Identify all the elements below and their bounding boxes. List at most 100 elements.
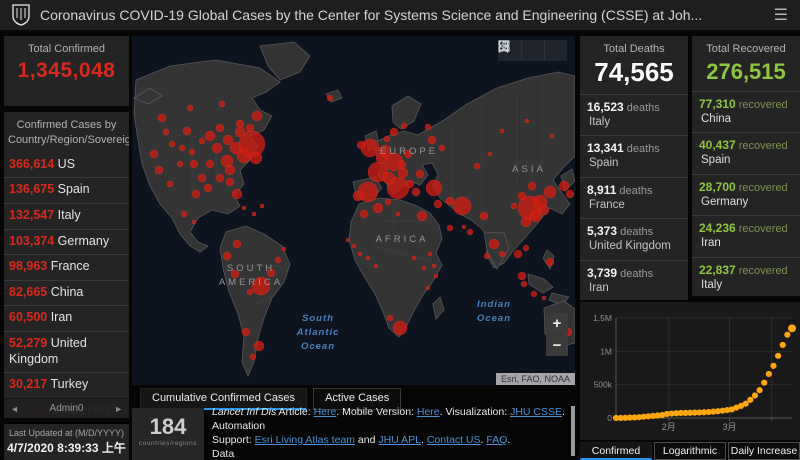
chart-data-point[interactable] bbox=[775, 352, 782, 359]
case-bubble[interactable] bbox=[215, 123, 225, 133]
case-bubble[interactable] bbox=[215, 173, 225, 183]
case-bubble[interactable] bbox=[427, 251, 433, 257]
case-bubble[interactable] bbox=[392, 320, 408, 336]
case-bubble[interactable] bbox=[222, 134, 234, 146]
case-bubble[interactable] bbox=[351, 243, 357, 249]
tab-logarithmic[interactable]: Logarithmic bbox=[654, 442, 726, 460]
chart-data-point[interactable] bbox=[682, 409, 689, 416]
case-bubble[interactable] bbox=[222, 251, 232, 261]
recovered-row[interactable]: 77,310 recovered China bbox=[692, 91, 800, 132]
case-bubble[interactable] bbox=[446, 224, 454, 232]
chart-data-point[interactable] bbox=[761, 379, 768, 386]
chart-data-point[interactable] bbox=[705, 408, 712, 416]
case-bubble[interactable] bbox=[231, 188, 243, 200]
chart-data-point[interactable] bbox=[756, 387, 763, 394]
case-bubble[interactable] bbox=[372, 202, 384, 214]
chart-data-point[interactable] bbox=[691, 409, 698, 416]
zoom-out-button[interactable]: − bbox=[546, 335, 568, 356]
deaths-row[interactable]: 8,911 deaths France bbox=[580, 176, 688, 218]
case-bubble[interactable] bbox=[405, 179, 415, 189]
case-bubble[interactable] bbox=[230, 269, 240, 279]
chart-data-point[interactable] bbox=[770, 362, 777, 369]
case-bubble[interactable] bbox=[234, 126, 246, 138]
case-bubble[interactable] bbox=[197, 173, 207, 183]
case-bubble[interactable] bbox=[545, 257, 555, 267]
case-bubble[interactable] bbox=[218, 100, 226, 108]
world-map[interactable]: EUROPE ASIA AFRICA SOUTH AMERICA South A… bbox=[132, 36, 575, 385]
chart-data-point[interactable] bbox=[779, 341, 786, 349]
chart-data-point[interactable] bbox=[700, 409, 708, 416]
tab-cumulative-confirmed-cases[interactable]: Cumulative Confirmed Cases bbox=[140, 388, 308, 410]
chart-data-point[interactable] bbox=[622, 414, 629, 421]
case-bubble[interactable] bbox=[383, 135, 391, 143]
legend-icon[interactable] bbox=[499, 40, 544, 61]
country-row[interactable]: 366,614 US bbox=[4, 153, 129, 179]
case-bubble[interactable] bbox=[524, 118, 530, 124]
chart-data-point[interactable] bbox=[668, 410, 675, 417]
case-bubble[interactable] bbox=[558, 180, 570, 192]
case-bubble[interactable] bbox=[415, 169, 425, 179]
info-link[interactable]: JHU APL bbox=[378, 433, 421, 446]
case-bubble[interactable] bbox=[180, 210, 188, 218]
case-bubble[interactable] bbox=[400, 122, 408, 130]
zoom-in-button[interactable]: + bbox=[546, 313, 568, 334]
case-bubble[interactable] bbox=[225, 177, 235, 187]
case-bubble[interactable] bbox=[384, 198, 392, 206]
case-bubble[interactable] bbox=[488, 238, 500, 250]
case-bubble[interactable] bbox=[203, 183, 213, 193]
case-bubble[interactable] bbox=[421, 265, 427, 271]
chart-data-point[interactable] bbox=[714, 408, 721, 415]
case-bubble[interactable] bbox=[513, 249, 523, 259]
deaths-row[interactable]: 5,373 deaths United Kingdom bbox=[580, 218, 688, 259]
info-link[interactable]: Here bbox=[313, 406, 337, 418]
country-row[interactable]: 98,963 France bbox=[4, 255, 129, 281]
case-bubble[interactable] bbox=[527, 181, 537, 191]
case-bubble[interactable] bbox=[241, 327, 251, 337]
case-bubble[interactable] bbox=[431, 263, 437, 269]
info-link[interactable]: JHU CSSE bbox=[510, 406, 563, 418]
chart-data-point[interactable] bbox=[649, 412, 657, 420]
case-bubble[interactable] bbox=[274, 256, 282, 264]
case-bubble[interactable] bbox=[411, 255, 417, 261]
case-bubble[interactable] bbox=[281, 246, 287, 252]
chart-data-point[interactable] bbox=[612, 414, 620, 422]
case-bubble[interactable] bbox=[204, 130, 216, 142]
case-bubble[interactable] bbox=[487, 151, 493, 157]
case-bubble[interactable] bbox=[397, 160, 407, 170]
case-bubble[interactable] bbox=[499, 128, 505, 134]
recovered-row[interactable]: 22,837 recovered Italy bbox=[692, 256, 800, 297]
chart-data-point[interactable] bbox=[626, 414, 633, 421]
country-row[interactable]: 136,675 Spain bbox=[4, 178, 129, 204]
case-bubble[interactable] bbox=[473, 162, 481, 170]
deaths-row[interactable]: 13,341 deaths Spain bbox=[580, 135, 688, 176]
pager-prev-icon[interactable]: ◄ bbox=[10, 403, 19, 414]
case-bubble[interactable] bbox=[445, 196, 455, 206]
case-bubble[interactable] bbox=[461, 224, 467, 230]
case-bubble[interactable] bbox=[433, 273, 439, 279]
case-bubble[interactable] bbox=[178, 144, 186, 152]
chart-data-point[interactable] bbox=[640, 413, 647, 420]
case-bubble[interactable] bbox=[565, 189, 575, 199]
chart-data-point[interactable] bbox=[631, 414, 638, 421]
country-row[interactable]: 103,374 Germany bbox=[4, 230, 129, 256]
case-bubble[interactable] bbox=[235, 119, 245, 129]
case-bubble[interactable] bbox=[186, 104, 194, 112]
basemap-grid-icon[interactable] bbox=[498, 40, 567, 61]
case-bubble[interactable] bbox=[466, 228, 474, 236]
case-bubble[interactable] bbox=[251, 211, 257, 217]
pager-next-icon[interactable]: ► bbox=[114, 403, 123, 414]
case-bubble[interactable] bbox=[520, 280, 528, 288]
case-bubble[interactable] bbox=[397, 167, 409, 179]
case-bubble[interactable] bbox=[378, 144, 392, 158]
deaths-row[interactable]: 3,739 deaths Iran bbox=[580, 259, 688, 301]
case-bubble[interactable] bbox=[356, 140, 366, 150]
case-bubble[interactable] bbox=[425, 179, 443, 197]
case-bubble[interactable] bbox=[510, 202, 518, 210]
case-bubble[interactable] bbox=[326, 94, 334, 102]
case-bubble[interactable] bbox=[517, 191, 527, 201]
case-bubble[interactable] bbox=[425, 285, 431, 291]
case-bubble[interactable] bbox=[176, 160, 184, 168]
case-bubble[interactable] bbox=[386, 314, 394, 322]
case-bubble[interactable] bbox=[365, 255, 371, 261]
case-bubble[interactable] bbox=[188, 148, 196, 156]
